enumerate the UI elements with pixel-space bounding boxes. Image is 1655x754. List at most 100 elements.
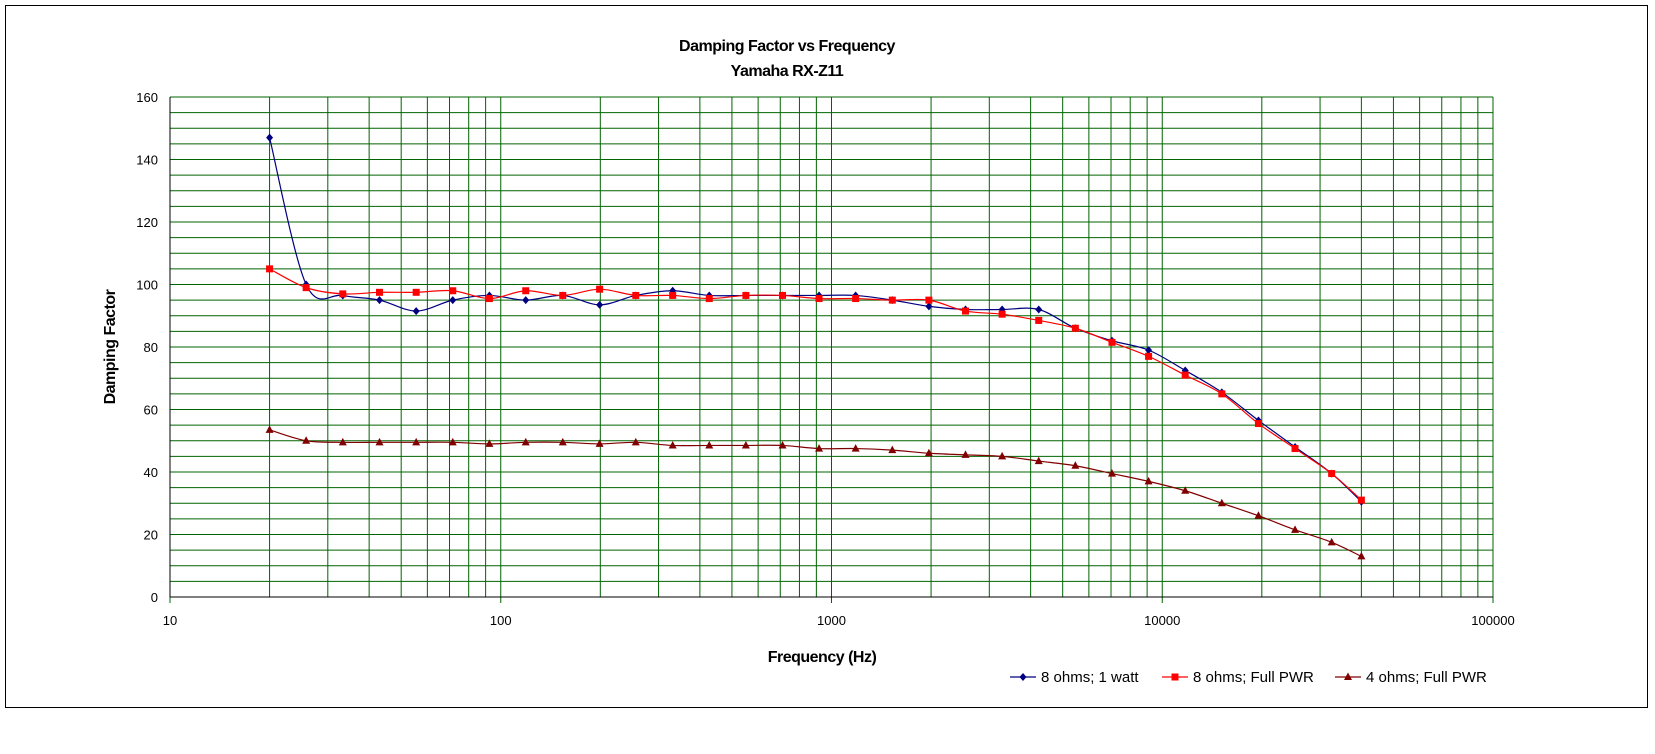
diamond-marker bbox=[1145, 346, 1153, 355]
series-line bbox=[268, 137, 1362, 503]
x-tick-label: 1000 bbox=[817, 613, 846, 628]
square-marker bbox=[1145, 352, 1153, 360]
triangle-marker bbox=[448, 437, 457, 446]
triangle-marker bbox=[302, 436, 311, 444]
diamond-marker bbox=[925, 302, 933, 311]
chart-title: Damping Factor vs Frequency bbox=[679, 38, 895, 55]
triangle-marker bbox=[998, 451, 1007, 460]
triangle-marker bbox=[1034, 456, 1043, 465]
y-tick-label: 60 bbox=[144, 403, 158, 418]
square-marker bbox=[779, 291, 787, 299]
square-marker bbox=[852, 295, 860, 303]
series-line bbox=[269, 268, 1362, 501]
square-marker bbox=[596, 285, 604, 293]
square-marker bbox=[339, 290, 347, 298]
square-marker bbox=[1171, 673, 1179, 681]
square-marker bbox=[559, 291, 567, 299]
triangle-marker bbox=[338, 437, 347, 446]
triangle-marker bbox=[1071, 461, 1080, 469]
square-marker bbox=[1181, 371, 1189, 379]
square-marker bbox=[632, 291, 640, 299]
diamond-marker bbox=[1019, 673, 1027, 681]
square-marker bbox=[1357, 496, 1365, 504]
triangle-marker bbox=[741, 440, 750, 449]
series-8-ohms-1-watt bbox=[266, 133, 1365, 506]
triangle-marker bbox=[485, 439, 494, 447]
series-8-ohms-full-pwr bbox=[266, 265, 1365, 504]
square-marker bbox=[376, 288, 384, 296]
triangle-marker bbox=[888, 445, 897, 454]
square-marker bbox=[1291, 445, 1299, 453]
y-tick-label: 140 bbox=[136, 153, 158, 168]
triangle-marker bbox=[705, 440, 714, 449]
x-axis-label: Frequency (Hz) bbox=[768, 649, 877, 666]
triangle-marker bbox=[265, 425, 274, 433]
triangle-marker bbox=[1217, 498, 1226, 507]
x-tick-label: 100000 bbox=[1471, 613, 1514, 628]
series-line bbox=[269, 429, 1362, 557]
y-tick-label: 160 bbox=[136, 90, 158, 105]
diamond-marker bbox=[376, 296, 384, 305]
triangle-marker bbox=[1357, 551, 1366, 560]
square-marker bbox=[449, 287, 457, 295]
chart-subtitle: Yamaha RX-Z11 bbox=[731, 63, 844, 80]
square-marker bbox=[815, 295, 823, 303]
legend-label: 4 ohms; Full PWR bbox=[1366, 669, 1487, 686]
square-marker bbox=[412, 288, 420, 296]
triangle-marker bbox=[1107, 469, 1116, 477]
square-marker bbox=[1071, 324, 1079, 332]
triangle-marker bbox=[1327, 537, 1336, 546]
x-tick-label: 100 bbox=[490, 613, 512, 628]
square-marker bbox=[1108, 338, 1116, 346]
y-tick-label: 40 bbox=[144, 465, 158, 480]
triangle-marker bbox=[1144, 476, 1153, 485]
diamond-marker bbox=[449, 296, 457, 305]
y-tick-label: 100 bbox=[136, 278, 158, 293]
diamond-marker bbox=[266, 133, 274, 142]
legend-item: 8 ohms; 1 watt bbox=[1010, 669, 1139, 686]
legend-item: 8 ohms; Full PWR bbox=[1162, 669, 1314, 686]
triangle-marker bbox=[924, 448, 933, 457]
series-4-ohms-full-pwr bbox=[265, 425, 1366, 560]
triangle-marker bbox=[595, 439, 604, 447]
triangle-marker bbox=[1181, 486, 1190, 494]
triangle-marker bbox=[521, 437, 530, 446]
square-marker bbox=[998, 310, 1006, 318]
triangle-marker bbox=[851, 444, 860, 452]
y-tick-label: 120 bbox=[136, 215, 158, 230]
triangle-marker bbox=[558, 437, 567, 446]
legend-label: 8 ohms; 1 watt bbox=[1041, 669, 1139, 686]
triangle-marker bbox=[778, 440, 787, 449]
y-tick-label: 80 bbox=[144, 340, 158, 355]
square-marker bbox=[705, 295, 713, 303]
square-marker bbox=[1218, 390, 1226, 398]
square-marker bbox=[925, 296, 933, 304]
legend-label: 8 ohms; Full PWR bbox=[1193, 669, 1314, 686]
diamond-marker bbox=[596, 300, 604, 309]
triangle-marker bbox=[1291, 525, 1300, 533]
square-marker bbox=[1254, 420, 1262, 428]
square-marker bbox=[522, 287, 530, 295]
y-tick-label: 20 bbox=[144, 528, 158, 543]
diamond-marker bbox=[1035, 305, 1043, 314]
diamond-marker bbox=[412, 307, 420, 316]
triangle-marker bbox=[1344, 672, 1352, 680]
square-marker bbox=[669, 291, 677, 299]
square-marker bbox=[742, 291, 750, 299]
square-marker bbox=[266, 265, 274, 273]
triangle-marker bbox=[631, 437, 640, 446]
triangle-marker bbox=[815, 444, 824, 452]
square-marker bbox=[1035, 316, 1043, 324]
triangle-marker bbox=[375, 437, 384, 446]
legend-item: 4 ohms; Full PWR bbox=[1335, 669, 1487, 686]
x-tick-label: 10000 bbox=[1144, 613, 1180, 628]
square-marker bbox=[485, 295, 493, 303]
triangle-marker bbox=[412, 437, 421, 446]
y-tick-label: 0 bbox=[151, 590, 158, 605]
chart-frame bbox=[5, 5, 1648, 708]
triangle-marker bbox=[668, 440, 677, 449]
square-marker bbox=[1328, 470, 1336, 478]
square-marker bbox=[302, 284, 310, 292]
diamond-marker bbox=[522, 296, 530, 305]
